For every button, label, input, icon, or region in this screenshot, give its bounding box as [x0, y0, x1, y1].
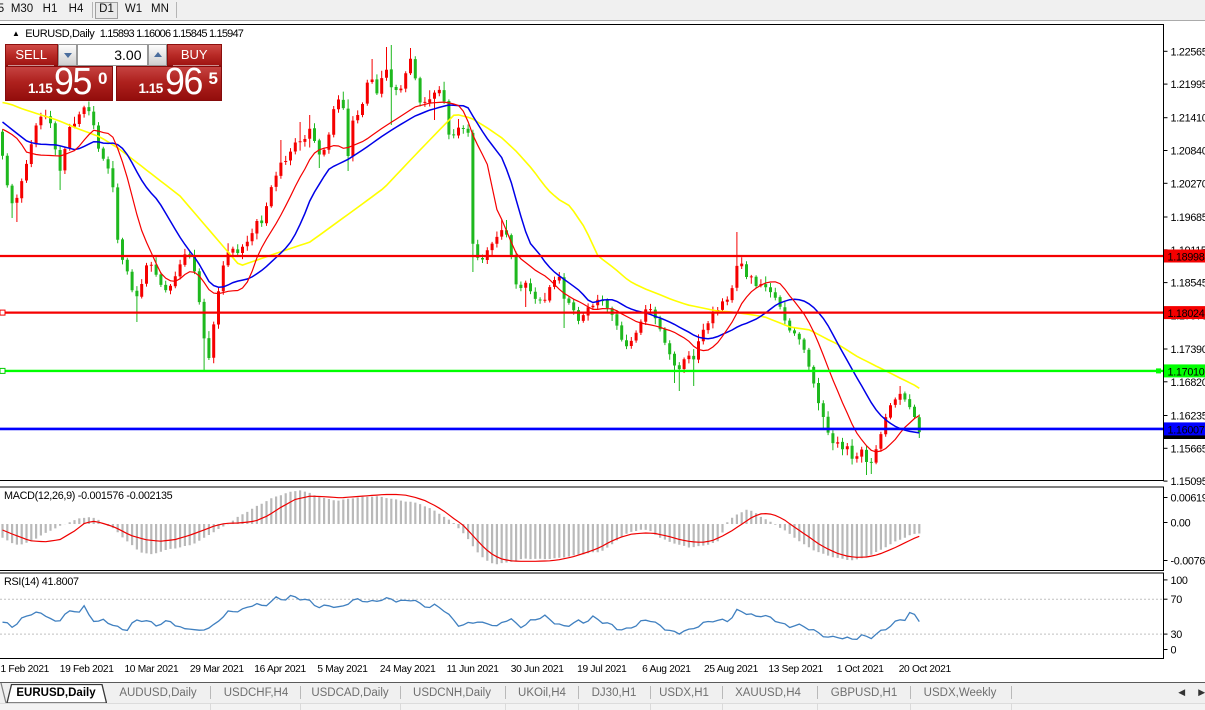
svg-text:24 May 2021: 24 May 2021	[380, 664, 436, 675]
svg-text:1.16820: 1.16820	[1171, 377, 1205, 389]
svg-text:0.00: 0.00	[1171, 518, 1191, 530]
svg-text:30: 30	[1171, 629, 1183, 641]
svg-text:1 Oct 2021: 1 Oct 2021	[837, 664, 884, 675]
svg-text:20 Oct 2021: 20 Oct 2021	[899, 664, 952, 675]
svg-text:1.18545: 1.18545	[1171, 278, 1205, 290]
svg-text:0.006193: 0.006193	[1171, 493, 1205, 505]
svg-text:RSI(14) 41.8007: RSI(14) 41.8007	[4, 576, 79, 588]
svg-text:5 May 2021: 5 May 2021	[317, 664, 368, 675]
svg-text:1.19685: 1.19685	[1171, 212, 1205, 224]
svg-text:1.16235: 1.16235	[1171, 411, 1205, 423]
svg-text:19 Jul 2021: 19 Jul 2021	[577, 664, 627, 675]
svg-text:-0.007621: -0.007621	[1171, 556, 1205, 568]
svg-text:1.20840: 1.20840	[1171, 146, 1205, 158]
svg-text:MACD(12,26,9) -0.001576 -0.002: MACD(12,26,9) -0.001576 -0.002135	[4, 490, 173, 502]
svg-text:1.21995: 1.21995	[1171, 79, 1205, 91]
svg-text:1 Feb 2021: 1 Feb 2021	[1, 664, 50, 675]
svg-text:13 Sep 2021: 13 Sep 2021	[768, 664, 823, 675]
svg-text:30 Jun 2021: 30 Jun 2021	[511, 664, 564, 675]
svg-text:1.16007: 1.16007	[1168, 424, 1205, 436]
svg-text:16 Apr 2021: 16 Apr 2021	[254, 664, 306, 675]
svg-text:29 Mar 2021: 29 Mar 2021	[190, 664, 245, 675]
svg-text:1.20270: 1.20270	[1171, 178, 1205, 190]
svg-text:1.17390: 1.17390	[1171, 344, 1205, 356]
svg-text:25 Aug 2021: 25 Aug 2021	[704, 664, 759, 675]
svg-text:10 Mar 2021: 10 Mar 2021	[124, 664, 179, 675]
svg-text:1.15095: 1.15095	[1171, 476, 1205, 488]
svg-text:1.18024: 1.18024	[1168, 308, 1205, 320]
svg-text:1.22565: 1.22565	[1171, 46, 1205, 58]
svg-text:0: 0	[1171, 645, 1177, 657]
svg-text:11 Jun 2021: 11 Jun 2021	[447, 664, 500, 675]
svg-text:1.18998: 1.18998	[1168, 252, 1205, 264]
svg-text:19 Feb 2021: 19 Feb 2021	[60, 664, 115, 675]
svg-text:1.17010: 1.17010	[1168, 366, 1205, 378]
svg-text:1.21410: 1.21410	[1171, 113, 1205, 125]
svg-text:100: 100	[1171, 575, 1188, 587]
svg-text:6 Aug 2021: 6 Aug 2021	[642, 664, 691, 675]
svg-text:70: 70	[1171, 594, 1183, 606]
svg-text:1.15665: 1.15665	[1171, 443, 1205, 455]
